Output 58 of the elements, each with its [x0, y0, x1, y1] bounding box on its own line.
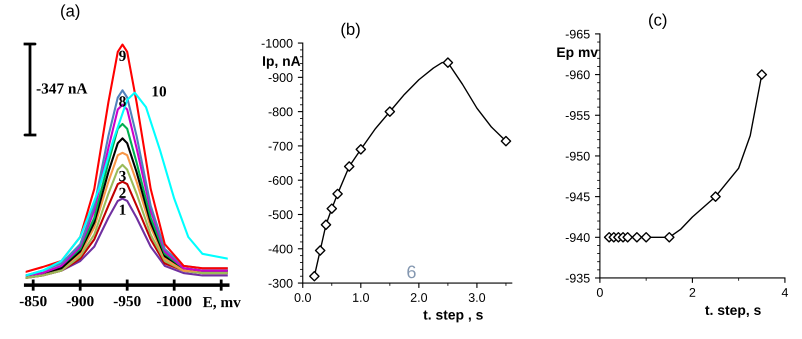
point [710, 191, 721, 202]
chart-title: (a) [61, 4, 80, 20]
y-tick-label: -500 [268, 210, 293, 220]
series-label: 2 [119, 188, 126, 198]
y-axis-title: Ip, nA [263, 56, 300, 69]
y-tick-label: -1000 [262, 38, 293, 48]
y-tick-label: -935 [566, 274, 590, 283]
y-tick-label: -965 [566, 30, 590, 39]
point [314, 245, 326, 256]
y-tick-label: -900 [268, 73, 293, 82]
point [309, 270, 320, 282]
x-tick-label: 0 [596, 288, 603, 297]
x-tick-label: 0.0 [294, 293, 311, 302]
chart-title: (c) [649, 13, 666, 30]
point [384, 106, 396, 117]
point [664, 232, 675, 243]
x-axis-title: t. step , s [423, 310, 483, 322]
y-tick-label: -600 [268, 176, 293, 185]
point [756, 69, 768, 80]
x-tick-label: 4 [782, 288, 788, 297]
point [442, 57, 454, 68]
point [344, 161, 354, 172]
point [320, 219, 332, 230]
point [640, 232, 652, 243]
y-tick-label: -940 [566, 233, 590, 242]
series-label: 8 [119, 96, 126, 107]
y-axis-title: Ep mv [557, 47, 598, 60]
x-tick-label: 3.0 [468, 293, 486, 302]
y-tick-label: -800 [268, 107, 293, 116]
series-label: 1 [120, 204, 126, 215]
annotation: -347 nA [36, 83, 88, 94]
point [622, 232, 633, 243]
x-tick-label: -950 [114, 296, 141, 306]
x-tick-label: 2 [690, 288, 696, 297]
point [326, 203, 338, 214]
point [332, 188, 343, 200]
series-label: 9 [119, 50, 126, 61]
point [632, 232, 642, 243]
y-tick-label: -400 [268, 244, 293, 254]
x-tick-label: -1000 [156, 296, 192, 306]
y-tick-label: -700 [268, 142, 293, 151]
y-tick-label: -950 [566, 152, 590, 161]
x-tick-label: -900 [66, 296, 94, 306]
x-tick-label: -850 [20, 296, 47, 306]
x-axis-title: t. step, s [705, 306, 761, 318]
series-label: 10 [152, 86, 166, 97]
y-tick-label: -955 [566, 111, 590, 120]
y-tick-label: -300 [268, 278, 293, 288]
y-tick-label: -945 [566, 192, 590, 202]
chart-title: (b) [341, 22, 360, 38]
y-tick-label: -960 [566, 70, 590, 80]
point [356, 144, 366, 155]
x-tick-label: 1.0 [353, 293, 370, 302]
series-label: 3 [119, 170, 126, 182]
point [500, 136, 512, 146]
x-tick-label: 2.0 [410, 293, 428, 302]
annotation: 6 [407, 266, 416, 278]
x-axis-title: E, mv [202, 297, 241, 310]
